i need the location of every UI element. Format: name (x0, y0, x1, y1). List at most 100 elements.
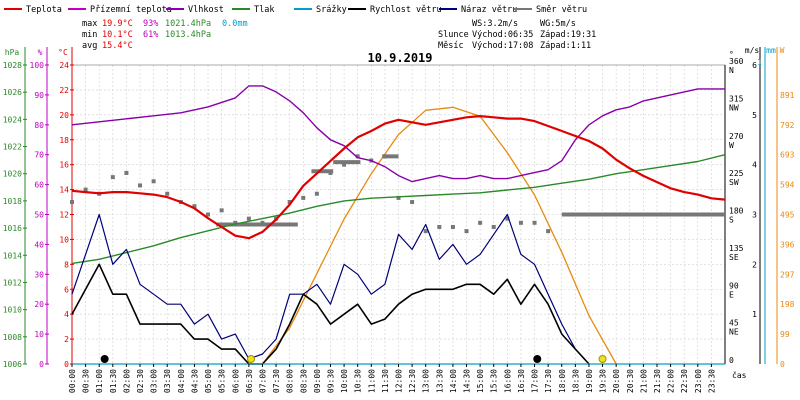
ms-unit: m/s (745, 46, 760, 55)
x-tick-label: 07:30 (272, 369, 281, 393)
wind-dir-point (110, 175, 115, 180)
dir-compass-label: NE (729, 328, 739, 337)
hpa-tick-label: 1028 (3, 61, 22, 70)
x-tick-label: 03:00 (150, 369, 159, 393)
radiation-tick-label: 297 (780, 270, 795, 279)
x-tick-label: 06:00 (231, 369, 240, 393)
humidity-tick-label: 100 (30, 61, 45, 70)
temp-tick-label: 6 (64, 285, 69, 294)
wind-dir-point (219, 208, 224, 213)
stats-max-temp: 19.9°C (102, 19, 133, 29)
wind-gust-line (71, 213, 590, 365)
dir-compass-label: W (729, 141, 734, 150)
sunset-marker-icon (598, 355, 607, 363)
temp-tick-label: 8 (64, 260, 69, 269)
moonset-time: Západ:1:11 (540, 41, 591, 51)
stats-max-rain: 0.0mm (222, 19, 248, 29)
legend-label-srazky: Srážky (316, 5, 347, 15)
humidity-tick-label: 0 (39, 360, 44, 369)
legend-label-prizemni: Přízemní teplota (90, 5, 172, 15)
hpa-tick-label: 1014 (3, 251, 22, 260)
wind-dir-point (314, 191, 319, 196)
radiation-tick-label: 396 (780, 240, 795, 249)
x-tick-label: 00:00 (68, 369, 77, 393)
stats-min-temp: 10.1°C (102, 30, 133, 40)
moonrise-marker-icon (533, 355, 542, 363)
humidity-tick-label: 30 (34, 270, 44, 279)
temp-tick-label: 16 (59, 161, 69, 170)
dir-tick-label: 225 (729, 169, 744, 178)
pressure-line (71, 154, 726, 265)
x-tick-label: 01:30 (109, 369, 118, 393)
x-tick-label: 04:00 (177, 369, 186, 393)
radiation-unit: W (780, 46, 785, 55)
dir-compass-label: E (729, 290, 734, 299)
radiation-tick-label: 495 (780, 211, 795, 220)
x-tick-label: 18:30 (571, 369, 580, 393)
x-tick-label: 05:30 (218, 369, 227, 393)
sunset-time: Západ:19:31 (540, 30, 596, 40)
x-tick-label: 13:30 (435, 369, 444, 393)
radiation-tick-label: 693 (780, 151, 795, 160)
wind-dir-point (342, 162, 347, 167)
dir-tick-label: 135 (729, 244, 744, 253)
ms-tick-label: 1 (752, 310, 757, 319)
dir-compass-label: SE (729, 253, 739, 262)
humidity-tick-label: 80 (34, 121, 44, 130)
wind-speed-info: WS:3.2m/s (472, 19, 518, 29)
x-tick-label: 16:00 (503, 369, 512, 393)
stats-avg-label: avg (82, 41, 97, 51)
x-tick-label: 05:00 (204, 369, 213, 393)
temp-tick-label: 12 (59, 211, 69, 220)
legend-label-vlhkost: Vlhkost (188, 5, 224, 15)
radiation-tick-label: 99 (780, 330, 790, 339)
dir-compass-label: SW (729, 178, 739, 187)
wind-dir-point (478, 220, 483, 225)
x-tick-label: 09:30 (326, 369, 335, 393)
wind-dir-point (410, 200, 415, 205)
legend-label-tlak: Tlak (254, 5, 274, 15)
temp-tick-label: 0 (64, 360, 69, 369)
x-tick-label: 08:00 (286, 369, 295, 393)
wind-dir-point (151, 179, 156, 184)
x-tick-label: 07:00 (258, 369, 267, 393)
dir-tick-label: 180 (729, 207, 744, 216)
stats-max-press: 1021.4hPa (165, 19, 211, 29)
dir-compass-label: S (729, 216, 734, 225)
ms-tick-label: 5 (752, 111, 757, 120)
x-tick-label: 17:30 (544, 369, 553, 393)
dir-tick-label: 0 (729, 356, 734, 365)
temp-tick-label: 10 (59, 235, 69, 244)
x-tick-label: 00:30 (82, 369, 91, 393)
humidity-line (71, 85, 725, 183)
wind-dir-point (532, 220, 537, 225)
dir-tick-label: 360 (729, 57, 744, 66)
x-tick-label: 17:00 (531, 369, 540, 393)
x-tick-label: 21:30 (653, 369, 662, 393)
x-tick-label: 02:30 (136, 369, 145, 393)
x-tick-label: 10:00 (340, 369, 349, 393)
radiation-line (261, 106, 617, 365)
ms-tick-label: 2 (752, 260, 757, 269)
wind-dir-point (355, 154, 360, 159)
legend-label-smer: Směr větru (536, 5, 587, 15)
temp-tick-label: 4 (64, 310, 69, 319)
wind-dir-point (491, 224, 496, 229)
temp-tick-label: 18 (59, 136, 69, 145)
sun-label: Slunce (438, 30, 469, 40)
radiation-tick-label: 594 (780, 181, 795, 190)
humidity-tick-label: 50 (34, 211, 44, 220)
x-tick-label: 11:30 (381, 369, 390, 393)
wind-dir-point (423, 229, 428, 234)
wind-dir-point (437, 224, 442, 229)
humidity-tick-label: 40 (34, 240, 44, 249)
x-axis-label: čas (732, 370, 747, 380)
x-tick-label: 23:30 (707, 369, 716, 393)
x-tick-label: 15:00 (476, 369, 485, 393)
temperature-line (71, 114, 726, 240)
x-tick-label: 12:30 (408, 369, 417, 393)
temp-tick-label: 14 (59, 186, 69, 195)
radiation-tick-label: 198 (780, 300, 795, 309)
dir-tick-label: 45 (729, 319, 739, 328)
legend-label-teplota: Teplota (26, 5, 62, 15)
